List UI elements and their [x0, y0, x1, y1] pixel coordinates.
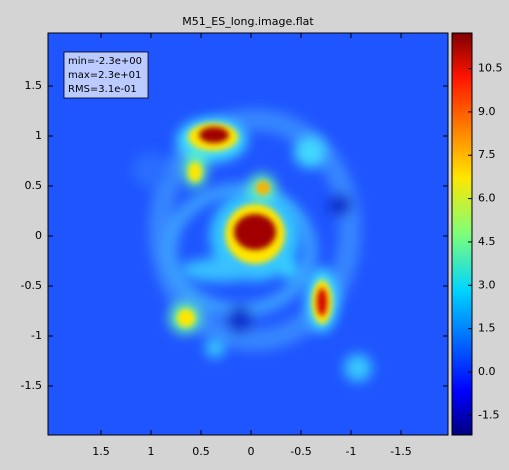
y-tick-label: 0.5: [25, 179, 43, 192]
y-tick-label: 1.5: [25, 79, 43, 92]
colorbar-tick-label: 9.0: [478, 105, 496, 118]
y-tick-label: -1.5: [21, 379, 42, 392]
y-tick-label: -0.5: [21, 279, 42, 292]
stat-rms: RMS=3.1e-01: [68, 84, 137, 95]
y-tick-label: 1: [35, 129, 42, 142]
stat-max: max=2.3e+01: [68, 70, 141, 81]
x-tick-label: -1.5: [390, 445, 411, 458]
colorbar-tick-label: 6.0: [478, 192, 496, 205]
colorbar-tick-label: 10.5: [478, 62, 503, 75]
image: [48, 33, 448, 435]
x-tick-label: 0.5: [192, 445, 210, 458]
colorbar-tick-label: 7.5: [478, 148, 496, 161]
colorbar-tick-label: 1.5: [478, 322, 496, 335]
stats-box: [63, 51, 149, 99]
x-tick-label: -0.5: [290, 445, 311, 458]
x-tick-label: 1.5: [92, 445, 110, 458]
chart-title: M51_ES_long.image.flat: [182, 15, 314, 28]
colorbar-tick-label: 3.0: [478, 278, 496, 291]
plot-frame: [47, 32, 449, 436]
stat-min: min=-2.3e+00: [68, 56, 142, 67]
x-tick-label: -1: [346, 445, 357, 458]
y-tick-label: 0: [35, 229, 42, 242]
colorbar: [451, 32, 473, 436]
colorbar-tick-label: -1.5: [478, 408, 499, 421]
colorbar-tick-label: 4.5: [478, 235, 496, 248]
y-tick-label: -1: [31, 329, 42, 342]
x-tick-label: 0: [248, 445, 255, 458]
x-tick-label: 1: [148, 445, 155, 458]
colorbar-tick-label: 0.0: [478, 365, 496, 378]
